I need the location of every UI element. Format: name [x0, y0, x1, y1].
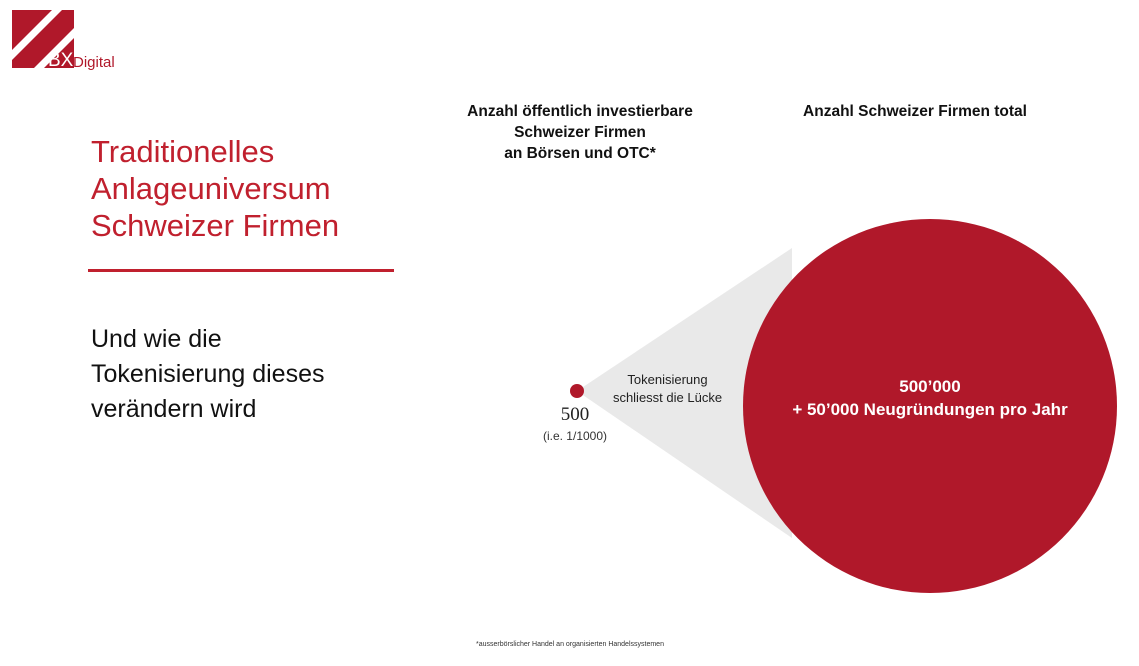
logo-bx-text: BX: [48, 50, 74, 71]
title-line: Anlageuniversum: [91, 171, 331, 206]
slide-title: Traditionelles Anlageuniversum Schweizer…: [91, 133, 411, 244]
new-foundings-text: + 50’000 Neugründungen pro Jahr: [792, 400, 1068, 419]
gap-label-line: Tokenisierung: [627, 372, 708, 387]
gap-label-line: schliesst die Lücke: [612, 390, 723, 405]
title-divider: [88, 269, 394, 272]
slide-subtitle: Und wie die Tokenisierung dieses verände…: [91, 322, 411, 427]
title-line: Schweizer Firmen: [91, 208, 340, 243]
public-firms-ratio: (i.e. 1/1000): [542, 429, 608, 443]
tokenization-label: Tokenisierung schliesst die Lücke: [600, 371, 735, 407]
total-firms-circle: [743, 219, 1117, 593]
total-firms-label: 500’000 + 50’000 Neugründungen pro Jahr: [760, 375, 1100, 421]
public-firms-dot: [570, 384, 584, 398]
bx-digital-logo: BX Digital: [12, 10, 132, 72]
public-firms-value: 500: [560, 404, 590, 425]
heading-line: Schweizer Firmen: [514, 124, 646, 141]
heading-line: Anzahl öffentlich investierbare: [467, 103, 693, 120]
heading-line: an Börsen und OTC*: [504, 145, 656, 162]
heading-total-firms: Anzahl Schweizer Firmen total: [803, 103, 1027, 120]
total-firms-value: 500’000: [899, 377, 961, 396]
gap-funnel: [577, 248, 792, 538]
footnote: *ausserbörslicher Handel an organisierte…: [476, 641, 664, 648]
subtitle-line: Und wie die: [91, 325, 222, 353]
title-line: Traditionelles: [91, 134, 275, 169]
logo-digital-text: Digital: [73, 54, 115, 71]
heading-public-firms: Anzahl öffentlich investierbare Schweize…: [430, 101, 730, 164]
logo-mark-icon: [12, 10, 74, 68]
subtitle-line: verändern wird: [91, 395, 257, 423]
subtitle-line: Tokenisierung dieses: [91, 360, 325, 388]
